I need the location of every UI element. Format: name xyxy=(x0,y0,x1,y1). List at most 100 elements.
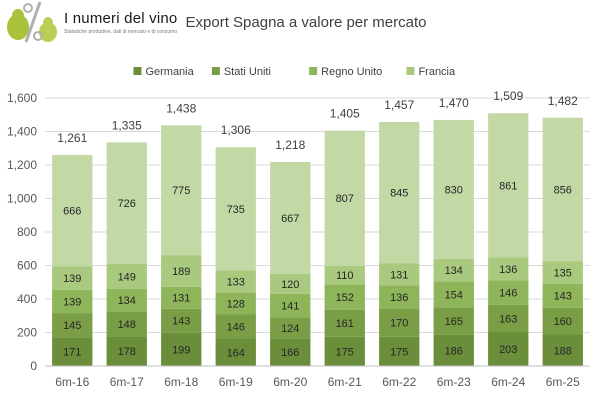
data-label: 148 xyxy=(118,319,136,331)
bar-segment xyxy=(379,308,420,337)
legend-swatch xyxy=(406,67,415,75)
bar-segment xyxy=(52,289,93,314)
bar-segment xyxy=(433,334,474,366)
data-label: 164 xyxy=(227,347,245,359)
logo-tagline: Statistiche produttive, dati di mercato … xyxy=(64,29,178,35)
bar-segment xyxy=(324,284,365,310)
legend-label: Francia xyxy=(418,66,456,78)
bar-segment xyxy=(324,265,365,285)
y-tick-label: 800 xyxy=(17,225,37,239)
bar-segment xyxy=(433,119,474,259)
bar-segment xyxy=(488,280,529,305)
bar-segment xyxy=(379,285,420,309)
bar-segment xyxy=(433,307,474,335)
total-label: 1,509 xyxy=(493,89,523,103)
total-label: 1,438 xyxy=(166,101,196,115)
data-label: 166 xyxy=(281,347,299,359)
bar-segment xyxy=(324,309,365,337)
total-label: 1,405 xyxy=(330,107,360,121)
bar-segment xyxy=(161,332,202,366)
data-label: 146 xyxy=(499,287,517,299)
bar-segment xyxy=(106,311,147,337)
data-label: 141 xyxy=(281,301,299,313)
data-label: 189 xyxy=(172,266,190,278)
data-label: 807 xyxy=(336,193,354,205)
x-tick-label: 6m-20 xyxy=(273,375,307,389)
data-label: 186 xyxy=(445,345,463,357)
total-label: 1,306 xyxy=(221,123,251,137)
bar-segment xyxy=(488,304,529,332)
legend-label: Germania xyxy=(145,66,194,78)
bar-segment xyxy=(52,337,93,366)
total-label: 1,218 xyxy=(275,138,305,152)
bar-segment xyxy=(106,142,147,264)
data-label: 161 xyxy=(336,318,354,330)
bar-segment xyxy=(270,161,311,274)
data-label: 152 xyxy=(336,292,354,304)
data-label: 139 xyxy=(63,296,81,308)
x-tick-label: 6m-23 xyxy=(437,375,471,389)
data-label: 726 xyxy=(118,198,136,210)
data-label: 135 xyxy=(554,267,572,279)
bar-segment xyxy=(215,147,256,271)
bar-segment xyxy=(270,317,311,339)
data-label: 163 xyxy=(499,313,517,325)
chart-title: Export Spagna a valore per mercato xyxy=(185,14,427,31)
bar-segment xyxy=(542,117,583,262)
x-tick-label: 6m-21 xyxy=(328,375,362,389)
legend-swatch xyxy=(309,67,318,75)
x-tick-label: 6m-19 xyxy=(219,375,253,389)
y-tick-label: 1,200 xyxy=(7,158,37,172)
bar-segment xyxy=(52,266,93,290)
data-label: 667 xyxy=(281,213,299,225)
data-label: 199 xyxy=(172,344,190,356)
bar-segment xyxy=(270,338,311,366)
data-label: 856 xyxy=(554,184,572,196)
data-label: 735 xyxy=(227,204,245,216)
bar-segment xyxy=(215,338,256,366)
bar-segment xyxy=(161,125,202,256)
y-tick-label: 600 xyxy=(17,259,37,273)
total-label: 1,335 xyxy=(112,118,142,132)
data-label: 139 xyxy=(63,273,81,285)
x-tick-label: 6m-18 xyxy=(164,375,198,389)
data-label: 175 xyxy=(390,346,408,358)
data-label: 861 xyxy=(499,180,517,192)
data-label: 175 xyxy=(336,346,354,358)
x-tick-label: 6m-22 xyxy=(382,375,416,389)
data-label: 170 xyxy=(390,317,408,329)
data-label: 188 xyxy=(554,345,572,357)
data-label: 143 xyxy=(172,316,190,328)
data-label: 171 xyxy=(63,347,81,359)
x-tick-label: 6m-16 xyxy=(55,375,89,389)
data-label: 203 xyxy=(499,344,517,356)
bar-segment xyxy=(433,281,474,308)
x-tick-label: 6m-25 xyxy=(546,375,580,389)
bar-segment xyxy=(488,113,529,258)
data-label: 845 xyxy=(390,188,408,200)
bar-segment xyxy=(379,336,420,366)
data-label: 131 xyxy=(172,293,190,305)
bar-segment xyxy=(542,261,583,284)
data-label: 154 xyxy=(445,289,463,301)
bar-segment xyxy=(542,334,583,366)
bar-segment xyxy=(106,288,147,312)
y-tick-label: 1,600 xyxy=(7,91,37,105)
data-label: 145 xyxy=(63,320,81,332)
bar-segment xyxy=(542,283,583,308)
data-label: 124 xyxy=(281,323,299,335)
data-label: 110 xyxy=(336,270,354,282)
legend-swatch xyxy=(133,67,142,75)
x-tick-label: 6m-24 xyxy=(491,375,525,389)
data-label: 146 xyxy=(227,321,245,333)
data-label: 666 xyxy=(63,206,81,218)
y-tick-label: 200 xyxy=(17,326,37,340)
bar-segment xyxy=(161,286,202,309)
data-label: 120 xyxy=(281,279,299,291)
data-label: 143 xyxy=(554,291,572,303)
bar-segment xyxy=(488,331,529,366)
bar-segment xyxy=(270,293,311,318)
data-label: 133 xyxy=(227,276,245,288)
bar-segment xyxy=(324,336,365,366)
data-label: 775 xyxy=(172,185,190,197)
